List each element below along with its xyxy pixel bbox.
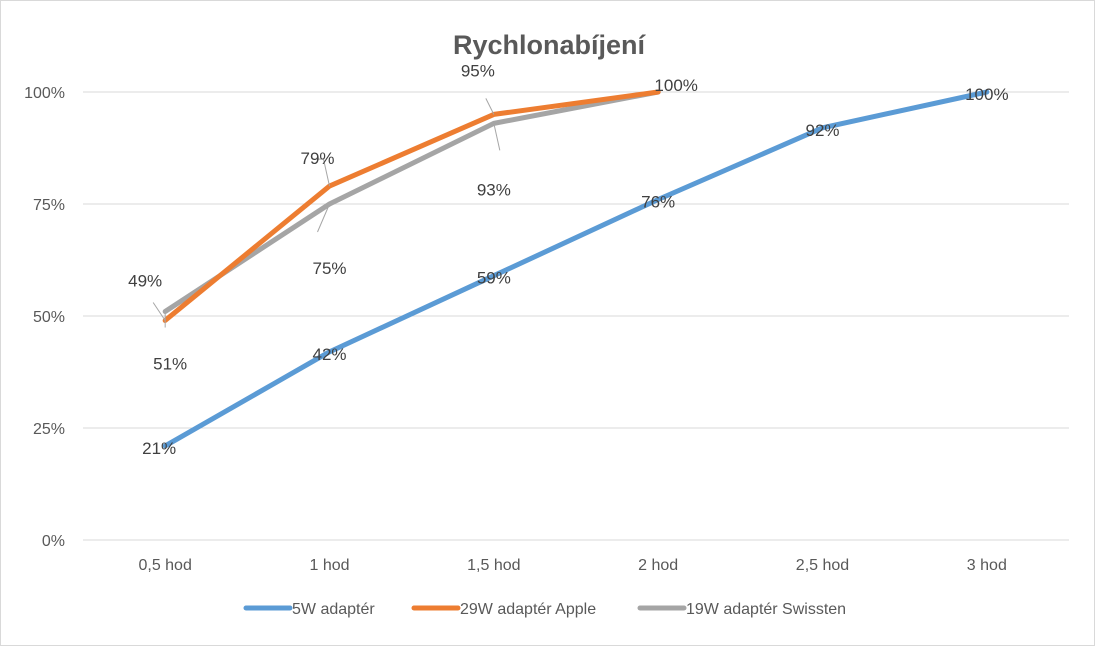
leader-line	[314, 158, 330, 187]
x-tick-label: 1 hod	[309, 557, 349, 574]
gridlines	[83, 91, 1069, 541]
y-tick-label: 0%	[42, 533, 65, 550]
chart-title: Rychlonabíjení	[453, 30, 647, 60]
data-label: 59%	[477, 269, 511, 288]
y-tick-label: 50%	[33, 309, 65, 326]
data-label: 100%	[965, 85, 1008, 104]
data-label: 75%	[312, 259, 346, 278]
data-label: 79%	[300, 149, 334, 168]
series-line-1	[162, 89, 661, 323]
data-label: 76%	[641, 193, 675, 212]
y-tick-label: 100%	[24, 85, 65, 102]
data-label: 95%	[461, 61, 495, 80]
y-tick-label: 75%	[33, 197, 65, 214]
series-lines	[162, 89, 990, 449]
legend-label: 19W adaptér Swissten	[686, 601, 846, 618]
x-tick-label: 3 hod	[967, 557, 1007, 574]
x-tick-label: 1,5 hod	[467, 557, 520, 574]
legend: 5W adaptér 29W adaptér Apple 19W adaptér S…	[243, 601, 846, 618]
series-line-2	[162, 89, 661, 315]
x-tick-label: 2,5 hod	[796, 557, 849, 574]
data-label: 93%	[477, 180, 511, 199]
y-axis-ticks: 0% 25% 50% 75% 100%	[24, 85, 65, 550]
x-tick-label: 0,5 hod	[138, 557, 191, 574]
data-label: 51%	[153, 355, 187, 374]
data-labels: 21% 42% 59% 76% 92% 100% 49% 79% 95% 100% 51% 75% 93…	[128, 61, 1008, 458]
x-tick-label: 2 hod	[638, 557, 678, 574]
leader-line	[152, 302, 166, 321]
leader-line	[317, 203, 330, 233]
data-label: 92%	[805, 121, 839, 140]
y-tick-label: 25%	[33, 421, 65, 438]
series-line-0	[162, 89, 990, 449]
label-leader-lines	[152, 98, 501, 328]
data-label: 42%	[312, 345, 346, 364]
legend-label: 29W adaptér Apple	[460, 601, 596, 618]
leader-line	[493, 123, 501, 151]
x-axis-ticks: 0,5 hod 1 hod 1,5 hod 2 hod 2,5 hod 3 hod	[138, 557, 1006, 574]
leader-line	[485, 98, 495, 115]
legend-label: 5W adaptér	[292, 601, 375, 618]
data-label: 49%	[128, 271, 162, 290]
data-label: 100%	[654, 76, 697, 95]
data-label: 21%	[142, 439, 176, 458]
